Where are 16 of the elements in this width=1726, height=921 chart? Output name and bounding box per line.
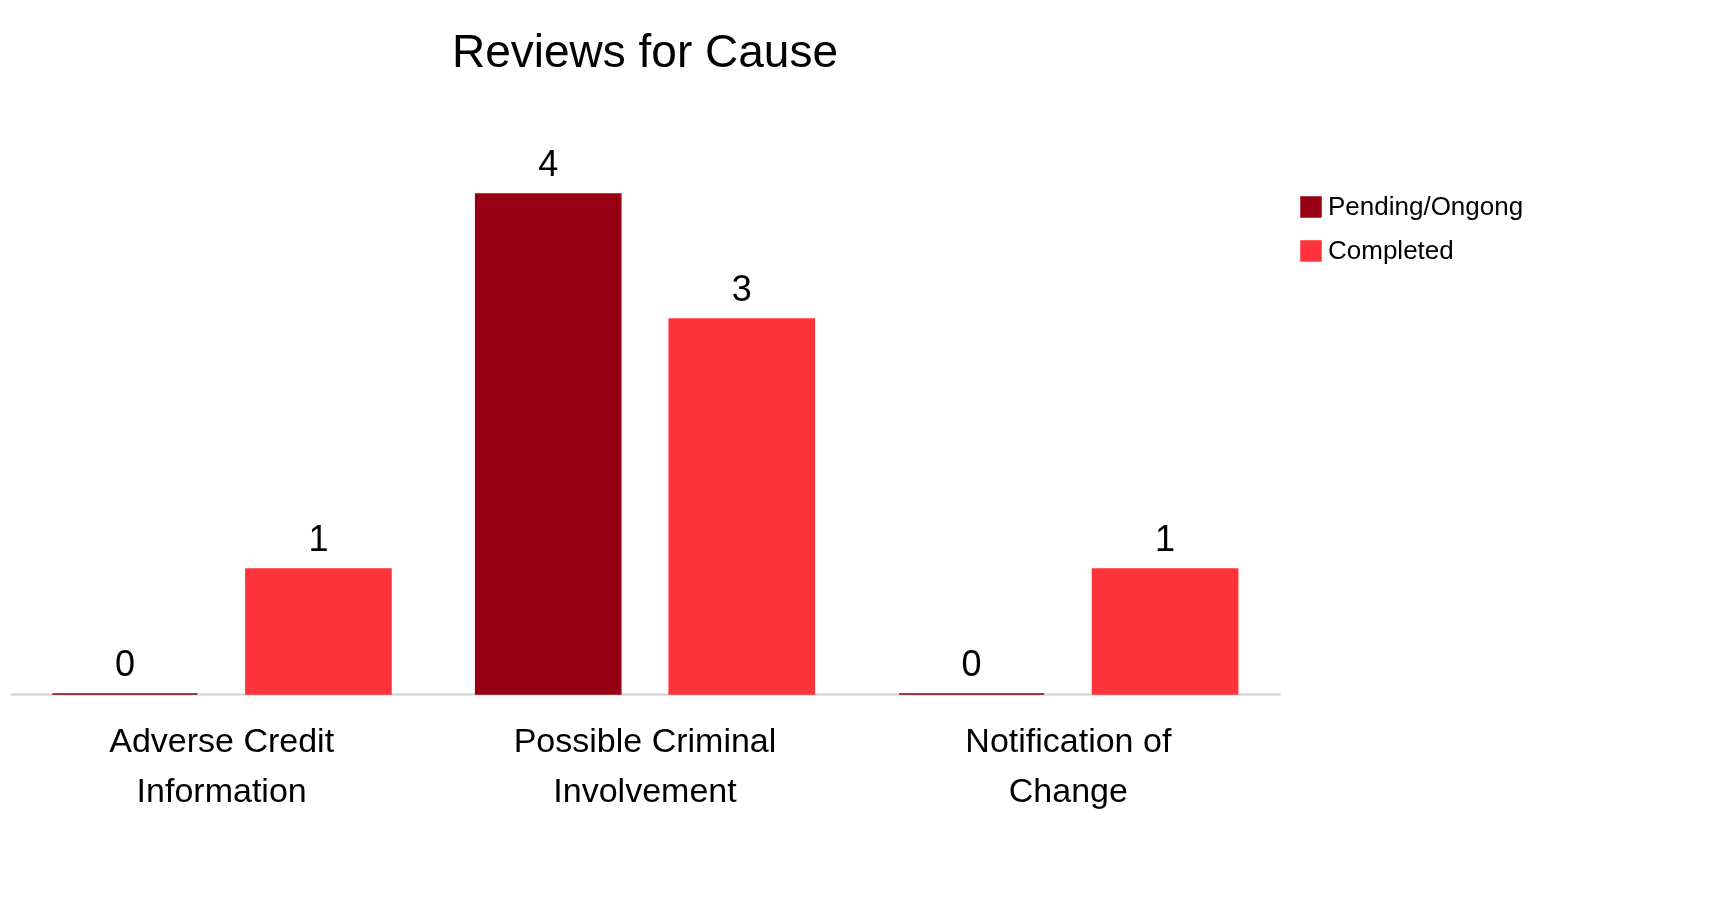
legend-label: Pending/Ongong (1328, 191, 1524, 221)
data-label: 0 (961, 643, 982, 684)
chart-title: Reviews for Cause (451, 25, 839, 77)
x-tick-label: Possible Criminal Involvement (513, 720, 777, 809)
data-label: 0 (114, 643, 135, 684)
legend-label: Completed (1328, 235, 1454, 265)
data-label: 1 (1155, 518, 1176, 559)
data-label: 3 (731, 268, 752, 309)
data-label: 4 (538, 143, 559, 184)
x-tick-label: Notification of Change (965, 720, 1172, 809)
data-label: 1 (308, 518, 329, 559)
bar (1091, 568, 1239, 695)
x-tick-label: Adverse Credit Information (109, 720, 335, 809)
bar (668, 318, 816, 695)
bar (474, 193, 622, 695)
bar (245, 568, 392, 695)
